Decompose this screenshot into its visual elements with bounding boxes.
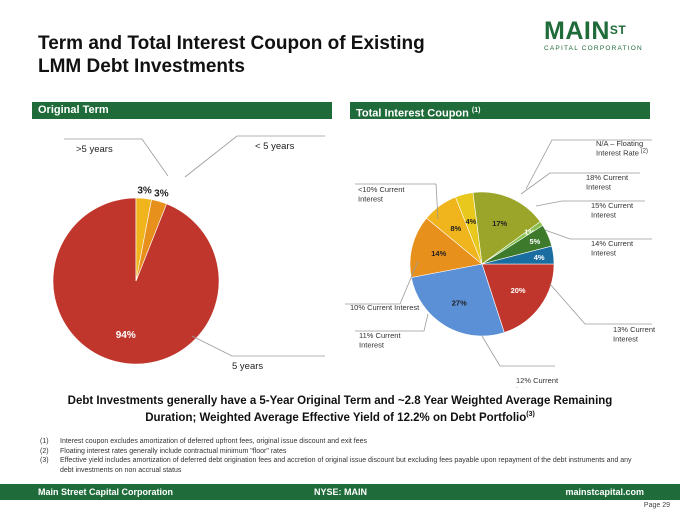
value-label-5-years: 3% xyxy=(154,189,169,200)
footer-company: Main Street Capital Corporation xyxy=(38,487,174,497)
page-title: Term and Total Interest Coupon of Existi… xyxy=(38,32,425,78)
value-label-12-current-interest: 27% xyxy=(452,298,467,307)
category-label-15-current-interest: 15% Current Interest xyxy=(591,201,634,220)
footnote-number: (1) xyxy=(40,438,49,445)
summary-line-2: Duration; Weighted Average Effective Yie… xyxy=(145,411,527,424)
interest-coupon-header-note: (1) xyxy=(471,107,481,114)
footnote-text: Floating interest rates generally includ… xyxy=(60,447,287,455)
logo-subtitle: CAPITAL CORPORATION xyxy=(544,45,643,52)
pie-slice-5-years xyxy=(52,197,220,365)
leader-line-n-a-floating-interest-rate xyxy=(525,139,652,190)
value-label-18-current-interest: 1% xyxy=(524,228,535,237)
leader-line-5-years xyxy=(191,335,325,357)
interest-coupon-header: Total Interest Coupon (1) xyxy=(350,102,650,120)
pie-slice-5-years xyxy=(135,199,167,282)
value-label-15-current-interest: 5% xyxy=(529,237,540,246)
leader-line-18-current-interest xyxy=(520,172,640,195)
leader-line-10-current-interest xyxy=(345,260,419,305)
category-label-18-current-interest: 18% Current Interest xyxy=(586,173,629,192)
leader-line-12-current-interest xyxy=(481,335,555,367)
page-number: Page 29 xyxy=(643,502,670,509)
value-label-13-current-interest: 20% xyxy=(511,286,526,295)
interest-coupon-header-label: Total Interest Coupon xyxy=(356,107,469,120)
footnote-item: (1) Interest coupon excludes amortization… xyxy=(40,437,640,447)
value-label-5-years: 3% xyxy=(137,185,152,196)
pie-slice-14-current-interest xyxy=(481,245,555,265)
footer-website: mainstcapital.com xyxy=(565,487,644,497)
pie-slice-13-current-interest xyxy=(481,263,555,333)
title-line-2: LMM Debt Investments xyxy=(38,56,245,77)
original-term-header: Original Term xyxy=(32,102,332,119)
value-label-14-current-interest: 4% xyxy=(534,253,545,262)
pie-slice-12-current-interest xyxy=(410,263,505,337)
category-label-14-current-interest: 14% Current Interest xyxy=(591,239,634,258)
category-label-10-current-interest: <10% Current Interest xyxy=(358,185,405,204)
logo-main-text: MAIN xyxy=(544,17,610,45)
value-label-5-years: 94% xyxy=(116,330,136,341)
original-term-pie-chart: 94% 3% 3% >5 years < 5 years 5 years xyxy=(52,135,325,372)
category-label-5-years: >5 years xyxy=(76,144,113,155)
footnotes: (1) Interest coupon excludes amortization… xyxy=(40,437,640,475)
category-label-n-a-floating-interest-rate: N/A – Floating Interest Rate (2) xyxy=(596,139,648,158)
value-label-11-current-interest: 14% xyxy=(431,249,446,258)
value-label-10-current-interest: 4% xyxy=(465,217,476,226)
pie-slice-11-current-interest xyxy=(409,217,483,278)
category-label-5-years: 5 years xyxy=(232,361,263,372)
interest-coupon-pie-chart: 20% 27% 14% 8% 4% 17% 1%5% 4% N/A – Floating Inte… xyxy=(345,139,656,388)
footnote-text: Effective yield includes amortization of… xyxy=(60,457,632,474)
leader-line-11-current-interest xyxy=(355,313,429,332)
footer-bar: Main Street Capital Corporation NYSE: MA… xyxy=(0,484,680,500)
leader-line-13-current-interest xyxy=(549,283,652,325)
category-label-13-current-interest: 13% Current Interest xyxy=(613,325,656,344)
leader-line-14-current-interest xyxy=(544,229,652,240)
original-term-header-label: Original Term xyxy=(38,104,109,116)
leader-line-5-years xyxy=(184,135,325,178)
summary-line-1: Debt Investments generally have a 5-Year… xyxy=(67,395,613,407)
summary-line-2-note: (3) xyxy=(526,411,535,418)
logo-st-text: ST xyxy=(609,23,627,37)
category-label-11-current-interest: 11% Current Interest xyxy=(359,331,401,350)
summary-statement: Debt Investments generally have a 5-Year… xyxy=(40,394,640,425)
value-label-n-a-floating-interest-rate: 17% xyxy=(492,219,507,228)
company-logo: MAINST CAPITAL CORPORATION xyxy=(544,18,644,52)
footnote-item: (3) Effective yield includes amortization… xyxy=(40,456,640,475)
footnote-number: (2) xyxy=(40,447,49,455)
title-line-1: Term and Total Interest Coupon of Existi… xyxy=(38,33,425,54)
leader-line-5-years xyxy=(64,138,169,177)
pie-slice-n-a-floating-interest-rate xyxy=(472,191,541,265)
leader-line-10-current-interest xyxy=(355,183,439,220)
category-label-5-years: < 5 years xyxy=(255,141,295,152)
leader-line-15-current-interest xyxy=(535,200,645,207)
footer-ticker: NYSE: MAIN xyxy=(314,487,368,497)
footnote-text: Interest coupon excludes amortization of… xyxy=(60,438,368,445)
footnote-number: (3) xyxy=(40,457,49,464)
footnote-item: (2) Floating interest rates generally inc… xyxy=(40,447,640,457)
value-label-10-current-interest: 8% xyxy=(450,224,461,233)
category-label-10-current-interest: 10% Current Interest xyxy=(350,303,420,312)
